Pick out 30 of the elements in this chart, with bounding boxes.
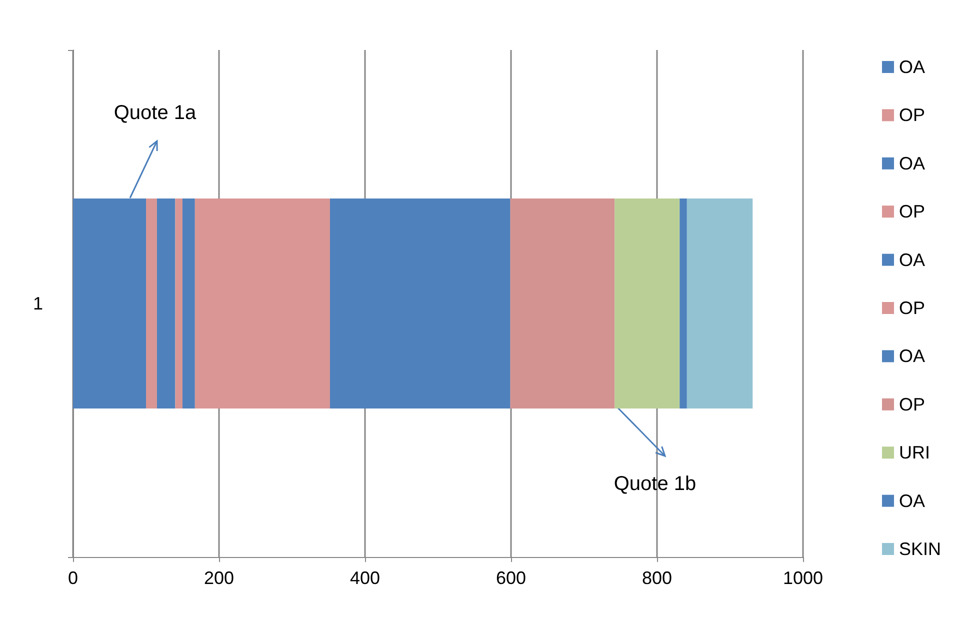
x-tick-label: 1000 [782,568,824,588]
legend-label: OA [899,490,926,511]
legend-label: OA [899,346,926,366]
legend-label: OP [899,105,926,126]
x-tick-label: 0 [68,568,78,588]
legend-label: OA [899,57,926,77]
bar [182,198,195,408]
legend-label: OA [899,153,926,174]
bar [194,198,330,408]
annotation: Quote 1b [614,473,696,495]
legend-label: OP [899,202,926,222]
legend-label: OA [899,250,926,270]
annotation: Quote 1a [114,102,198,124]
bar [330,198,510,408]
bar [680,198,687,408]
x-tick-label: 600 [496,568,526,588]
bar [614,198,680,408]
bar [686,198,753,408]
bar [510,198,615,408]
y-tick-label: 1 [32,294,43,314]
bar [156,198,176,408]
bar [146,198,157,408]
x-tick-label: 800 [642,568,672,588]
x-tick-label: 400 [350,568,380,588]
legend-label: OP [899,394,926,414]
bar [175,198,182,408]
x-tick-label: 200 [204,568,234,588]
legend-label: URI [899,442,930,463]
legend-label: OP [899,298,926,318]
legend-label: SKIN [899,539,942,559]
